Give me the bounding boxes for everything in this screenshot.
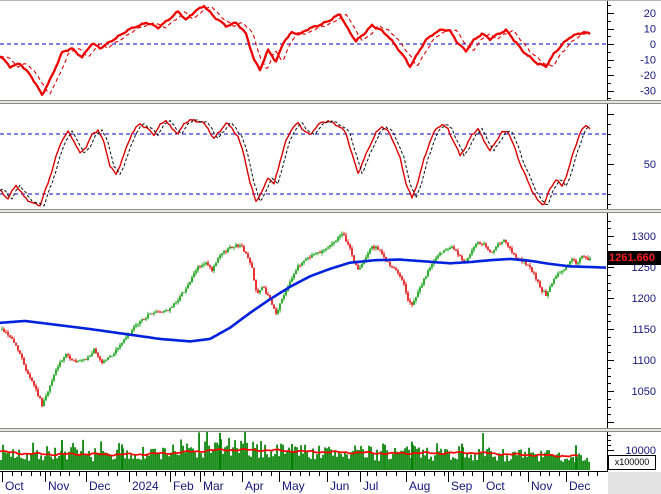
x-axis-label: Oct bbox=[486, 479, 505, 493]
x-axis-label: Nov bbox=[48, 479, 69, 493]
volume-ma-line bbox=[0, 448, 579, 458]
volume-bar-series bbox=[0, 432, 590, 470]
y-axis-label: -20 bbox=[640, 70, 656, 82]
price-ma-line bbox=[0, 257, 607, 343]
momentum-panel[interactable] bbox=[0, 1, 607, 100]
momentum-signal-line bbox=[0, 6, 591, 95]
y-axis-label: -30 bbox=[640, 86, 656, 98]
momentum-axis-ticks: 20 10 0 -10 -20 -30 bbox=[607, 5, 656, 99]
x-axis-label: Feb bbox=[173, 479, 194, 493]
panel-splitter-2[interactable] bbox=[0, 209, 661, 213]
momentum-line bbox=[0, 4, 591, 96]
volume-unit-label: x100000 bbox=[608, 455, 656, 470]
y-axis-label: -10 bbox=[640, 55, 656, 67]
y-axis-label: 10000 bbox=[625, 445, 656, 457]
y-axis-label: 1100 bbox=[632, 355, 656, 367]
stochastic-axis-ticks: 50 bbox=[607, 114, 656, 205]
y-axis-label: 0 bbox=[650, 39, 656, 51]
x-axis: Oct Nov Dec 2024 Feb Mar Apr May Jun Jul Aug Sep Oct… bbox=[2, 472, 598, 493]
x-axis-label: Dec bbox=[89, 479, 110, 493]
y-axis-label: 1050 bbox=[632, 386, 656, 398]
stochastic-panel[interactable] bbox=[0, 104, 607, 209]
y-axis-label: 10 bbox=[644, 24, 656, 36]
x-axis-label: Mar bbox=[203, 479, 224, 493]
y-axis-label: 1300 bbox=[632, 231, 656, 243]
volume-bars bbox=[0, 432, 590, 470]
last-price-value: 1261.660 bbox=[609, 252, 655, 264]
last-price-tag: 1261.660 bbox=[608, 251, 661, 265]
x-axis-label: Aug bbox=[409, 479, 430, 493]
x-axis-label: Nov bbox=[531, 479, 552, 493]
top-border bbox=[0, 0, 661, 1]
x-axis-label: May bbox=[282, 479, 305, 493]
y-axis-label: 1200 bbox=[632, 293, 656, 305]
momentum-lines bbox=[0, 4, 591, 96]
panel-splitter-1[interactable] bbox=[0, 100, 661, 104]
y-axis-label: 1150 bbox=[632, 324, 656, 336]
x-axis-label: Dec bbox=[569, 479, 590, 493]
bottom-right-corner bbox=[608, 472, 661, 494]
y-axis-label: 20 bbox=[644, 8, 656, 20]
x-axis-label: Sep bbox=[451, 479, 473, 493]
y-axis-label: 1250 bbox=[632, 262, 656, 274]
x-axis-label: Jun bbox=[330, 479, 349, 493]
stochastic-lines bbox=[0, 118, 591, 207]
x-axis-label: 2024 bbox=[132, 479, 159, 493]
price-axis-ticks: 1300 1250 1200 1150 1100 1050 bbox=[607, 221, 656, 423]
panel-splitter-3[interactable] bbox=[0, 428, 661, 432]
x-axis-label: Jul bbox=[363, 479, 378, 493]
stochastic-d-line bbox=[0, 119, 591, 207]
x-axis-label: Apr bbox=[245, 479, 264, 493]
price-panel[interactable] bbox=[0, 213, 607, 428]
x-axis-label: Oct bbox=[5, 479, 24, 493]
y-axis-label: 50 bbox=[644, 159, 656, 171]
